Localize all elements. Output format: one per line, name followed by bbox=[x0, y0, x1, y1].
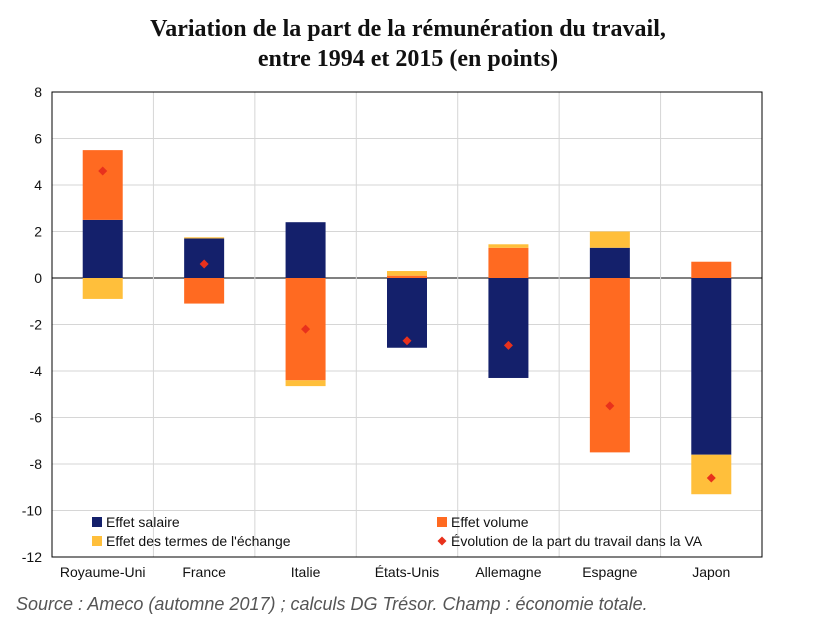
bar-volume-0 bbox=[82, 150, 123, 220]
bar-salaire-2 bbox=[285, 222, 326, 278]
bar-termes-5 bbox=[589, 231, 630, 248]
plot-frame bbox=[51, 91, 763, 558]
legend-swatch-3 bbox=[437, 536, 447, 546]
bar-salaire-3 bbox=[387, 278, 427, 348]
bar-salaire-1 bbox=[184, 238, 225, 278]
marker-point-6 bbox=[706, 473, 716, 483]
legend-label-0: Effet salaire bbox=[106, 514, 180, 530]
x-category-label: Royaume-Uni bbox=[60, 564, 146, 580]
legend-swatch-1 bbox=[437, 517, 447, 527]
marker-point-0 bbox=[98, 166, 108, 176]
chart-title-line-2: entre 1994 et 2015 (en points) bbox=[257, 46, 559, 72]
y-tick-label: 8 bbox=[34, 84, 42, 100]
bar-volume-5 bbox=[589, 278, 630, 453]
bar-termes-3 bbox=[387, 271, 427, 276]
legend-label-3: Évolution de la part du travail dans la … bbox=[451, 533, 703, 549]
marker-point-5 bbox=[605, 401, 615, 411]
bar-salaire-4 bbox=[488, 278, 529, 378]
bar-volume-1 bbox=[184, 278, 225, 304]
bar-volume-3 bbox=[387, 275, 427, 278]
y-tick-label: 6 bbox=[34, 131, 42, 147]
y-tick-label: -10 bbox=[22, 503, 42, 519]
marker-point-3 bbox=[402, 336, 412, 346]
y-tick-label: -8 bbox=[30, 456, 43, 472]
legend-swatch-2 bbox=[92, 536, 102, 546]
bar-termes-2 bbox=[285, 380, 326, 387]
legend-label-1: Effet volume bbox=[451, 514, 529, 530]
bar-termes-0 bbox=[82, 278, 123, 299]
chart-title-line-1: Variation de la part de la rémunération … bbox=[150, 16, 666, 42]
bar-termes-1 bbox=[184, 237, 225, 239]
bar-salaire-6 bbox=[691, 278, 732, 455]
y-tick-label: -2 bbox=[30, 317, 43, 333]
bar-volume-4 bbox=[488, 247, 529, 278]
bar-salaire-0 bbox=[82, 219, 123, 278]
x-category-label: Italie bbox=[291, 564, 321, 580]
marker-point-4 bbox=[503, 340, 513, 350]
x-category-label: Espagne bbox=[582, 564, 637, 580]
y-tick-label: 2 bbox=[34, 224, 42, 240]
marker-point-1 bbox=[199, 259, 209, 269]
x-category-label: États-Unis bbox=[375, 564, 440, 580]
y-tick-label: 4 bbox=[34, 177, 42, 193]
source-note: Source : Ameco (automne 2017) ; calculs … bbox=[16, 594, 648, 614]
x-category-label: France bbox=[182, 564, 226, 580]
marker-point-2 bbox=[301, 324, 311, 334]
y-tick-label: -4 bbox=[30, 363, 43, 379]
bar-salaire-5 bbox=[589, 247, 630, 278]
y-tick-label: -12 bbox=[22, 549, 42, 565]
y-tick-label: -6 bbox=[30, 410, 43, 426]
bar-termes-4 bbox=[488, 244, 529, 248]
x-category-label: Japon bbox=[692, 564, 730, 580]
bar-volume-6 bbox=[691, 261, 732, 278]
x-category-label: Allemagne bbox=[475, 564, 541, 580]
y-tick-label: 0 bbox=[34, 270, 42, 286]
legend-swatch-0 bbox=[92, 517, 102, 527]
legend-label-2: Effet des termes de l'échange bbox=[106, 533, 291, 549]
chart-title: Variation de la part de la rémunération … bbox=[0, 14, 816, 74]
